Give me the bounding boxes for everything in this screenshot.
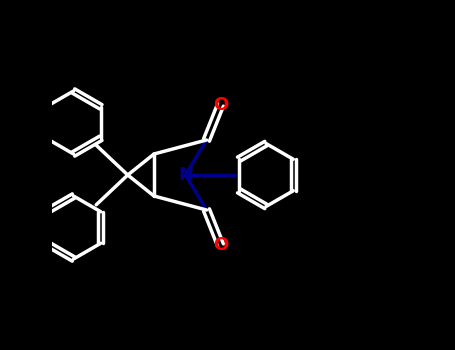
Text: O: O (213, 236, 228, 254)
Text: N: N (178, 166, 193, 184)
Text: O: O (213, 96, 228, 114)
